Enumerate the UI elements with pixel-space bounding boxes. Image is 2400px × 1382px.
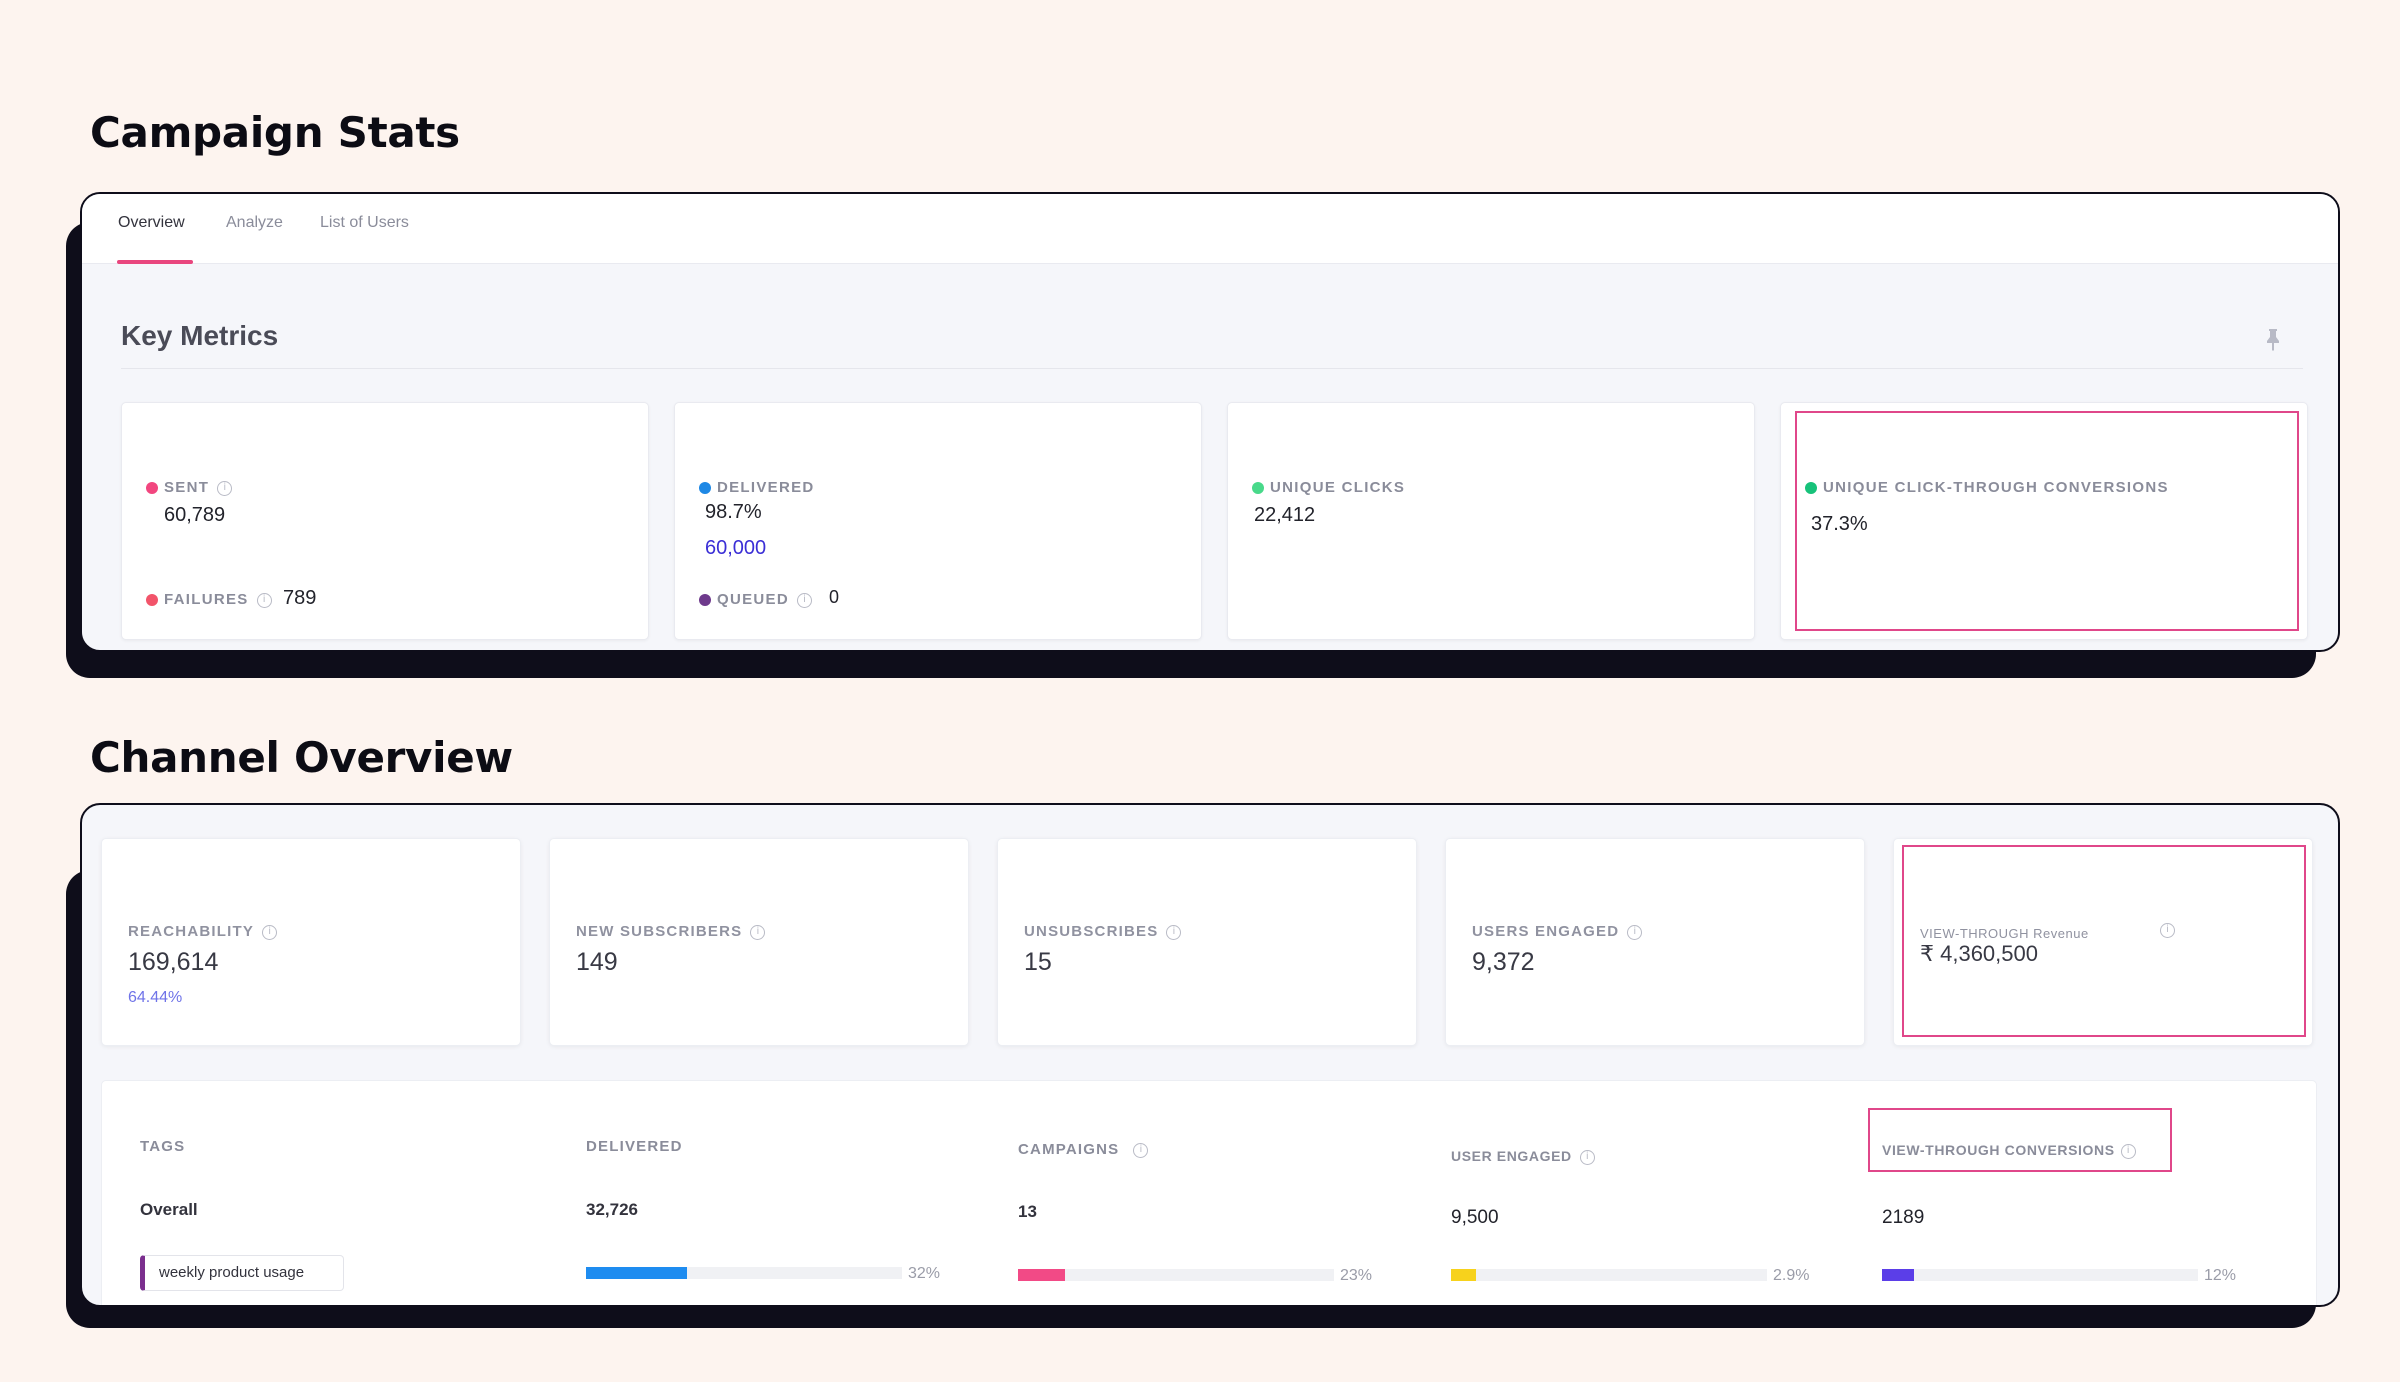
user-engaged-progress-bar (1451, 1269, 1767, 1281)
users-engaged-label: USERS ENGAGED i (1472, 923, 1643, 940)
header-campaigns: CAMPAIGNS i (1018, 1141, 1149, 1158)
tags-table: TAGS DELIVERED CAMPAIGNS i USER ENGAGED i … (101, 1080, 2317, 1305)
delivered-percent: 32% (908, 1265, 941, 1282)
info-icon[interactable]: i (256, 592, 272, 608)
conversions-card: UNIQUE CLICK-THROUGH CONVERSIONS 37.3% (1780, 402, 2308, 640)
delivered-card: DELIVERED 98.7% 60,000 QUEUED i 0 (674, 402, 1202, 640)
overall-delivered: 32,726 (586, 1200, 638, 1219)
channel-overview-panel: REACHABILITY i 169,614 64.44% NEW SUBSCRI… (80, 803, 2340, 1307)
delivered-progress-bar (586, 1267, 902, 1279)
unsubscribes-label: UNSUBSCRIBES i (1024, 923, 1182, 940)
highlight-box (1868, 1108, 2172, 1172)
users-engaged-card: USERS ENGAGED i 9,372 (1445, 838, 1865, 1046)
new-subscribers-label: NEW SUBSCRIBERS i (576, 923, 766, 940)
delivered-dot (699, 482, 711, 495)
delivered-label: DELIVERED (699, 479, 815, 496)
tab-overview[interactable]: Overview (118, 214, 185, 231)
queued-value: 0 (829, 587, 840, 607)
info-icon[interactable]: i (1579, 1149, 1595, 1165)
view-through-percent: 12% (2204, 1267, 2237, 1284)
tab-bar: Overview Analyze List of Users (82, 194, 2338, 264)
key-metrics-title: Key Metrics (121, 320, 279, 351)
info-icon[interactable]: i (1166, 924, 1182, 940)
view-through-bar-fill (1882, 1269, 1914, 1281)
campaigns-progress-bar (1018, 1269, 1334, 1281)
failures-label: FAILURES i (146, 591, 272, 608)
info-icon[interactable]: i (2160, 923, 2175, 938)
channel-overview-title: Channel Overview (90, 733, 513, 782)
unique-clicks-dot (1252, 482, 1264, 495)
header-tags: TAGS (140, 1138, 186, 1155)
conversions-value: 37.3% (1811, 513, 1868, 535)
active-tab-indicator (117, 260, 193, 264)
header-delivered: DELIVERED (586, 1138, 683, 1155)
header-user-engaged: USER ENGAGED i (1451, 1148, 1595, 1165)
header-view-through-conversions: VIEW-THROUGH CONVERSIONS i (1882, 1142, 2136, 1159)
info-icon[interactable]: i (1133, 1142, 1149, 1158)
unique-clicks-value: 22,412 (1254, 504, 1316, 526)
view-through-revenue-card: VIEW-THROUGH Revenue i ₹ 4,360,500 (1893, 838, 2313, 1046)
conversions-dot (1805, 482, 1817, 495)
user-engaged-percent: 2.9% (1773, 1267, 1810, 1284)
info-icon[interactable]: i (750, 924, 766, 940)
info-icon[interactable]: i (796, 592, 812, 608)
tag-chip[interactable]: weekly product usage (140, 1255, 344, 1291)
reachability-percent: 64.44% (128, 989, 183, 1006)
tab-analyze[interactable]: Analyze (226, 214, 283, 231)
view-through-revenue-label: VIEW-THROUGH Revenue (1920, 926, 2089, 941)
new-subscribers-value: 149 (576, 948, 618, 976)
unsubscribes-value: 15 (1024, 948, 1052, 976)
reachability-card: REACHABILITY i 169,614 64.44% (101, 838, 521, 1046)
reachability-value: 169,614 (128, 948, 219, 976)
unique-clicks-label: UNIQUE CLICKS (1252, 479, 1405, 496)
campaign-stats-panel: Overview Analyze List of Users Key Metri… (80, 192, 2340, 652)
reachability-label: REACHABILITY i (128, 923, 278, 940)
view-through-revenue-value: ₹ 4,360,500 (1920, 941, 2038, 966)
tab-list-of-users[interactable]: List of Users (320, 214, 409, 231)
pin-icon[interactable] (2258, 324, 2288, 354)
overall-user-engaged: 9,500 (1451, 1207, 1499, 1228)
sent-dot (146, 482, 158, 495)
info-icon[interactable]: i (217, 480, 233, 496)
campaigns-bar-fill (1018, 1269, 1066, 1281)
delivered-value: 98.7% (705, 501, 762, 523)
info-icon[interactable]: i (1627, 924, 1643, 940)
highlight-box (1795, 411, 2299, 631)
queued-dot (699, 594, 711, 607)
users-engaged-value: 9,372 (1472, 948, 1535, 976)
divider (121, 368, 2303, 369)
info-icon[interactable]: i (2120, 1143, 2136, 1159)
campaign-stats-title: Campaign Stats (90, 108, 460, 157)
overall-label: Overall (140, 1200, 198, 1219)
view-through-progress-bar (1882, 1269, 2198, 1281)
overall-view-through-conversions: 2189 (1882, 1207, 1925, 1228)
campaigns-percent: 23% (1340, 1267, 1373, 1284)
failures-dot (146, 594, 158, 607)
highlight-box (1902, 845, 2306, 1037)
new-subscribers-card: NEW SUBSCRIBERS i 149 (549, 838, 969, 1046)
unique-clicks-card: UNIQUE CLICKS 22,412 (1227, 402, 1755, 640)
sent-value: 60,789 (164, 504, 226, 526)
conversions-label: UNIQUE CLICK-THROUGH CONVERSIONS (1805, 479, 2169, 496)
queued-label: QUEUED i (699, 591, 812, 608)
failures-value: 789 (283, 587, 317, 609)
sent-card: SENT i 60,789 FAILURES i 789 (121, 402, 649, 640)
unsubscribes-card: UNSUBSCRIBES i 15 (997, 838, 1417, 1046)
delivered-bar-fill (586, 1267, 688, 1279)
sent-label: SENT i (146, 479, 233, 496)
delivered-count[interactable]: 60,000 (705, 537, 767, 559)
info-icon[interactable]: i (262, 924, 278, 940)
overall-campaigns: 13 (1018, 1202, 1037, 1221)
user-engaged-bar-fill (1451, 1269, 1477, 1281)
